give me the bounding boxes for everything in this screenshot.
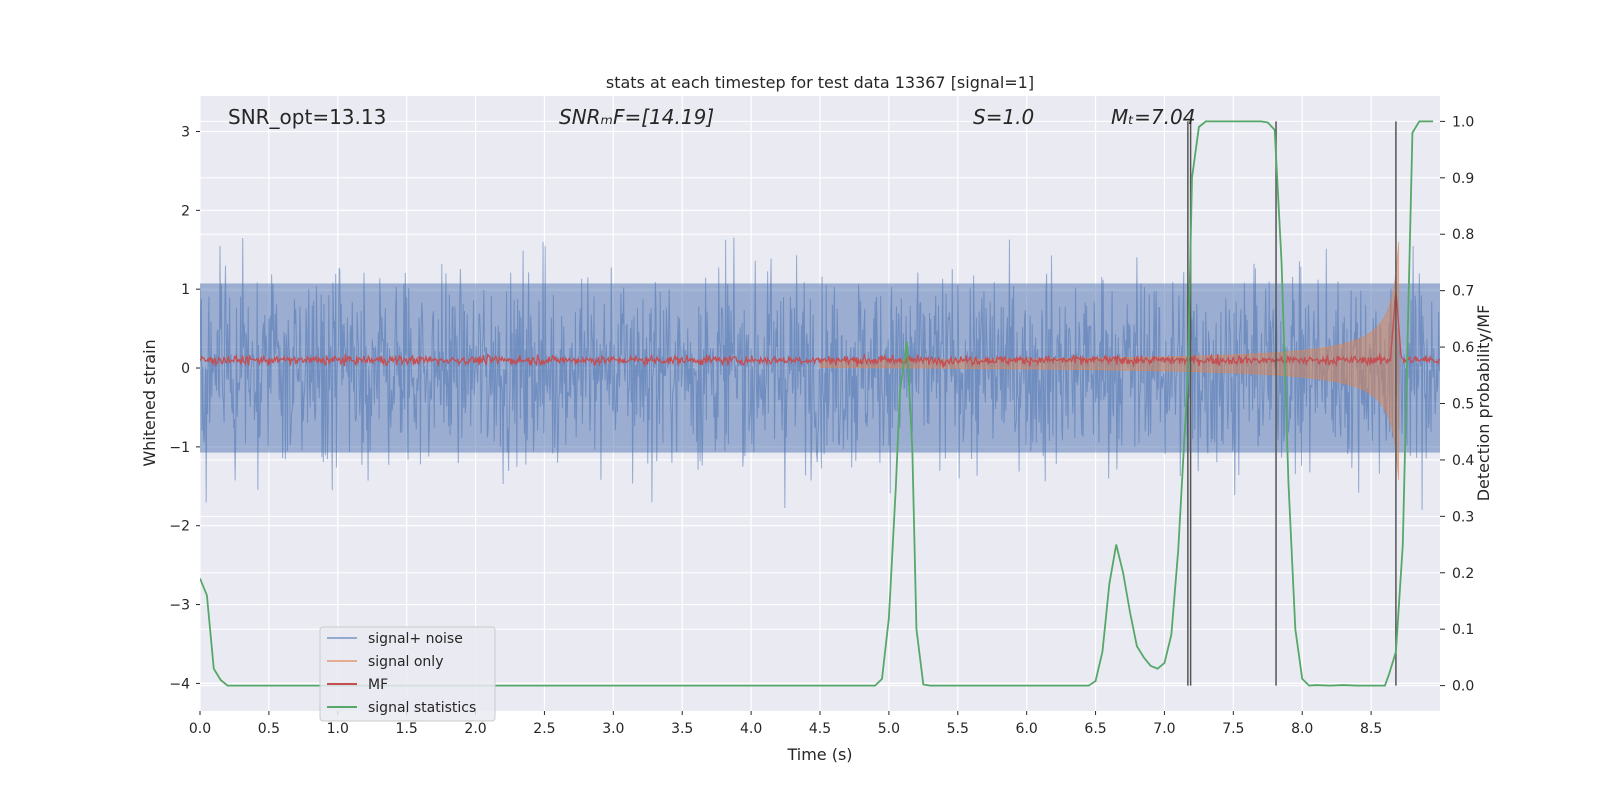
- legend-label-stat: signal statistics: [368, 700, 476, 716]
- x-tick-label: 7.0: [1153, 721, 1175, 737]
- x-tick-label: 3.0: [602, 721, 624, 737]
- x-tick-label: 1.0: [327, 721, 349, 737]
- x-tick-label: 7.5: [1222, 721, 1244, 737]
- y2-tick-label: 1.0: [1452, 114, 1474, 130]
- y2-tick-label: 0.5: [1452, 397, 1474, 413]
- x-tick-label: 6.0: [1016, 721, 1038, 737]
- y2-tick-label: 0.1: [1452, 622, 1474, 638]
- y-tick-label: −4: [169, 676, 190, 692]
- y-tick-label: 0: [181, 361, 190, 377]
- legend-label-mf: MF: [368, 677, 388, 693]
- y-axis-label: Whitened strain: [140, 339, 159, 466]
- x-tick-label: 2.5: [533, 721, 555, 737]
- legend-box: [319, 626, 496, 722]
- y2-tick-label: 0.9: [1452, 171, 1474, 187]
- x-axis-label: Time (s): [786, 745, 852, 764]
- y-tick-label: 1: [181, 282, 190, 298]
- y-tick-label: 3: [181, 124, 190, 140]
- x-tick-label: 0.0: [189, 721, 211, 737]
- legend-label-signal: signal only: [368, 654, 443, 670]
- y2-tick-label: 0.4: [1452, 453, 1474, 469]
- y2-tick-label: 0.6: [1452, 340, 1474, 356]
- y-tick-label: 2: [181, 203, 190, 219]
- x-tick-label: 5.0: [878, 721, 900, 737]
- x-tick-label: 8.5: [1360, 721, 1382, 737]
- y-tick-label: −3: [169, 598, 190, 614]
- chart-title: stats at each timestep for test data 133…: [606, 73, 1034, 92]
- x-tick-label: 5.5: [947, 721, 969, 737]
- x-tick-label: 6.5: [1084, 721, 1106, 737]
- y2-tick-label: 0.0: [1452, 679, 1474, 695]
- y2-tick-label: 0.7: [1452, 284, 1474, 300]
- x-tick-label: 3.5: [671, 721, 693, 737]
- y-tick-label: −2: [169, 519, 190, 535]
- annotation-s: S=1.0: [973, 105, 1034, 129]
- y2-tick-label: 0.3: [1452, 509, 1474, 525]
- legend: signal+ noise signal only MF signal stat…: [319, 626, 496, 722]
- series-noise-line: [200, 237, 1440, 511]
- x-tick-label: 4.0: [740, 721, 762, 737]
- y2-axis-label: Detection probability/MF: [1474, 305, 1493, 502]
- annotation-mc: Mₜ=7.04: [1111, 105, 1195, 129]
- x-tick-label: 0.5: [258, 721, 280, 737]
- y-tick-label: −1: [169, 440, 190, 456]
- y2-tick-label: 0.8: [1452, 227, 1474, 243]
- annotation-snr-opt: SNR_opt=13.13: [228, 105, 386, 129]
- annotation-snr-mf: SNRₘF=[14.19]: [559, 105, 714, 129]
- y2-tick-label: 0.2: [1452, 566, 1474, 582]
- x-tick-label: 4.5: [809, 721, 831, 737]
- x-tick-label: 2.0: [464, 721, 486, 737]
- legend-label-noise: signal+ noise: [368, 631, 463, 647]
- series-mf-line: [200, 291, 1440, 368]
- x-tick-label: 1.5: [396, 721, 418, 737]
- tick-layer: 0.0 0.5 1.0 1.5 2.0 2.5 3.0 3.5 4.0 4.5 5.0 5.5 6.0 6…: [169, 114, 1474, 737]
- x-tick-label: 8.0: [1291, 721, 1313, 737]
